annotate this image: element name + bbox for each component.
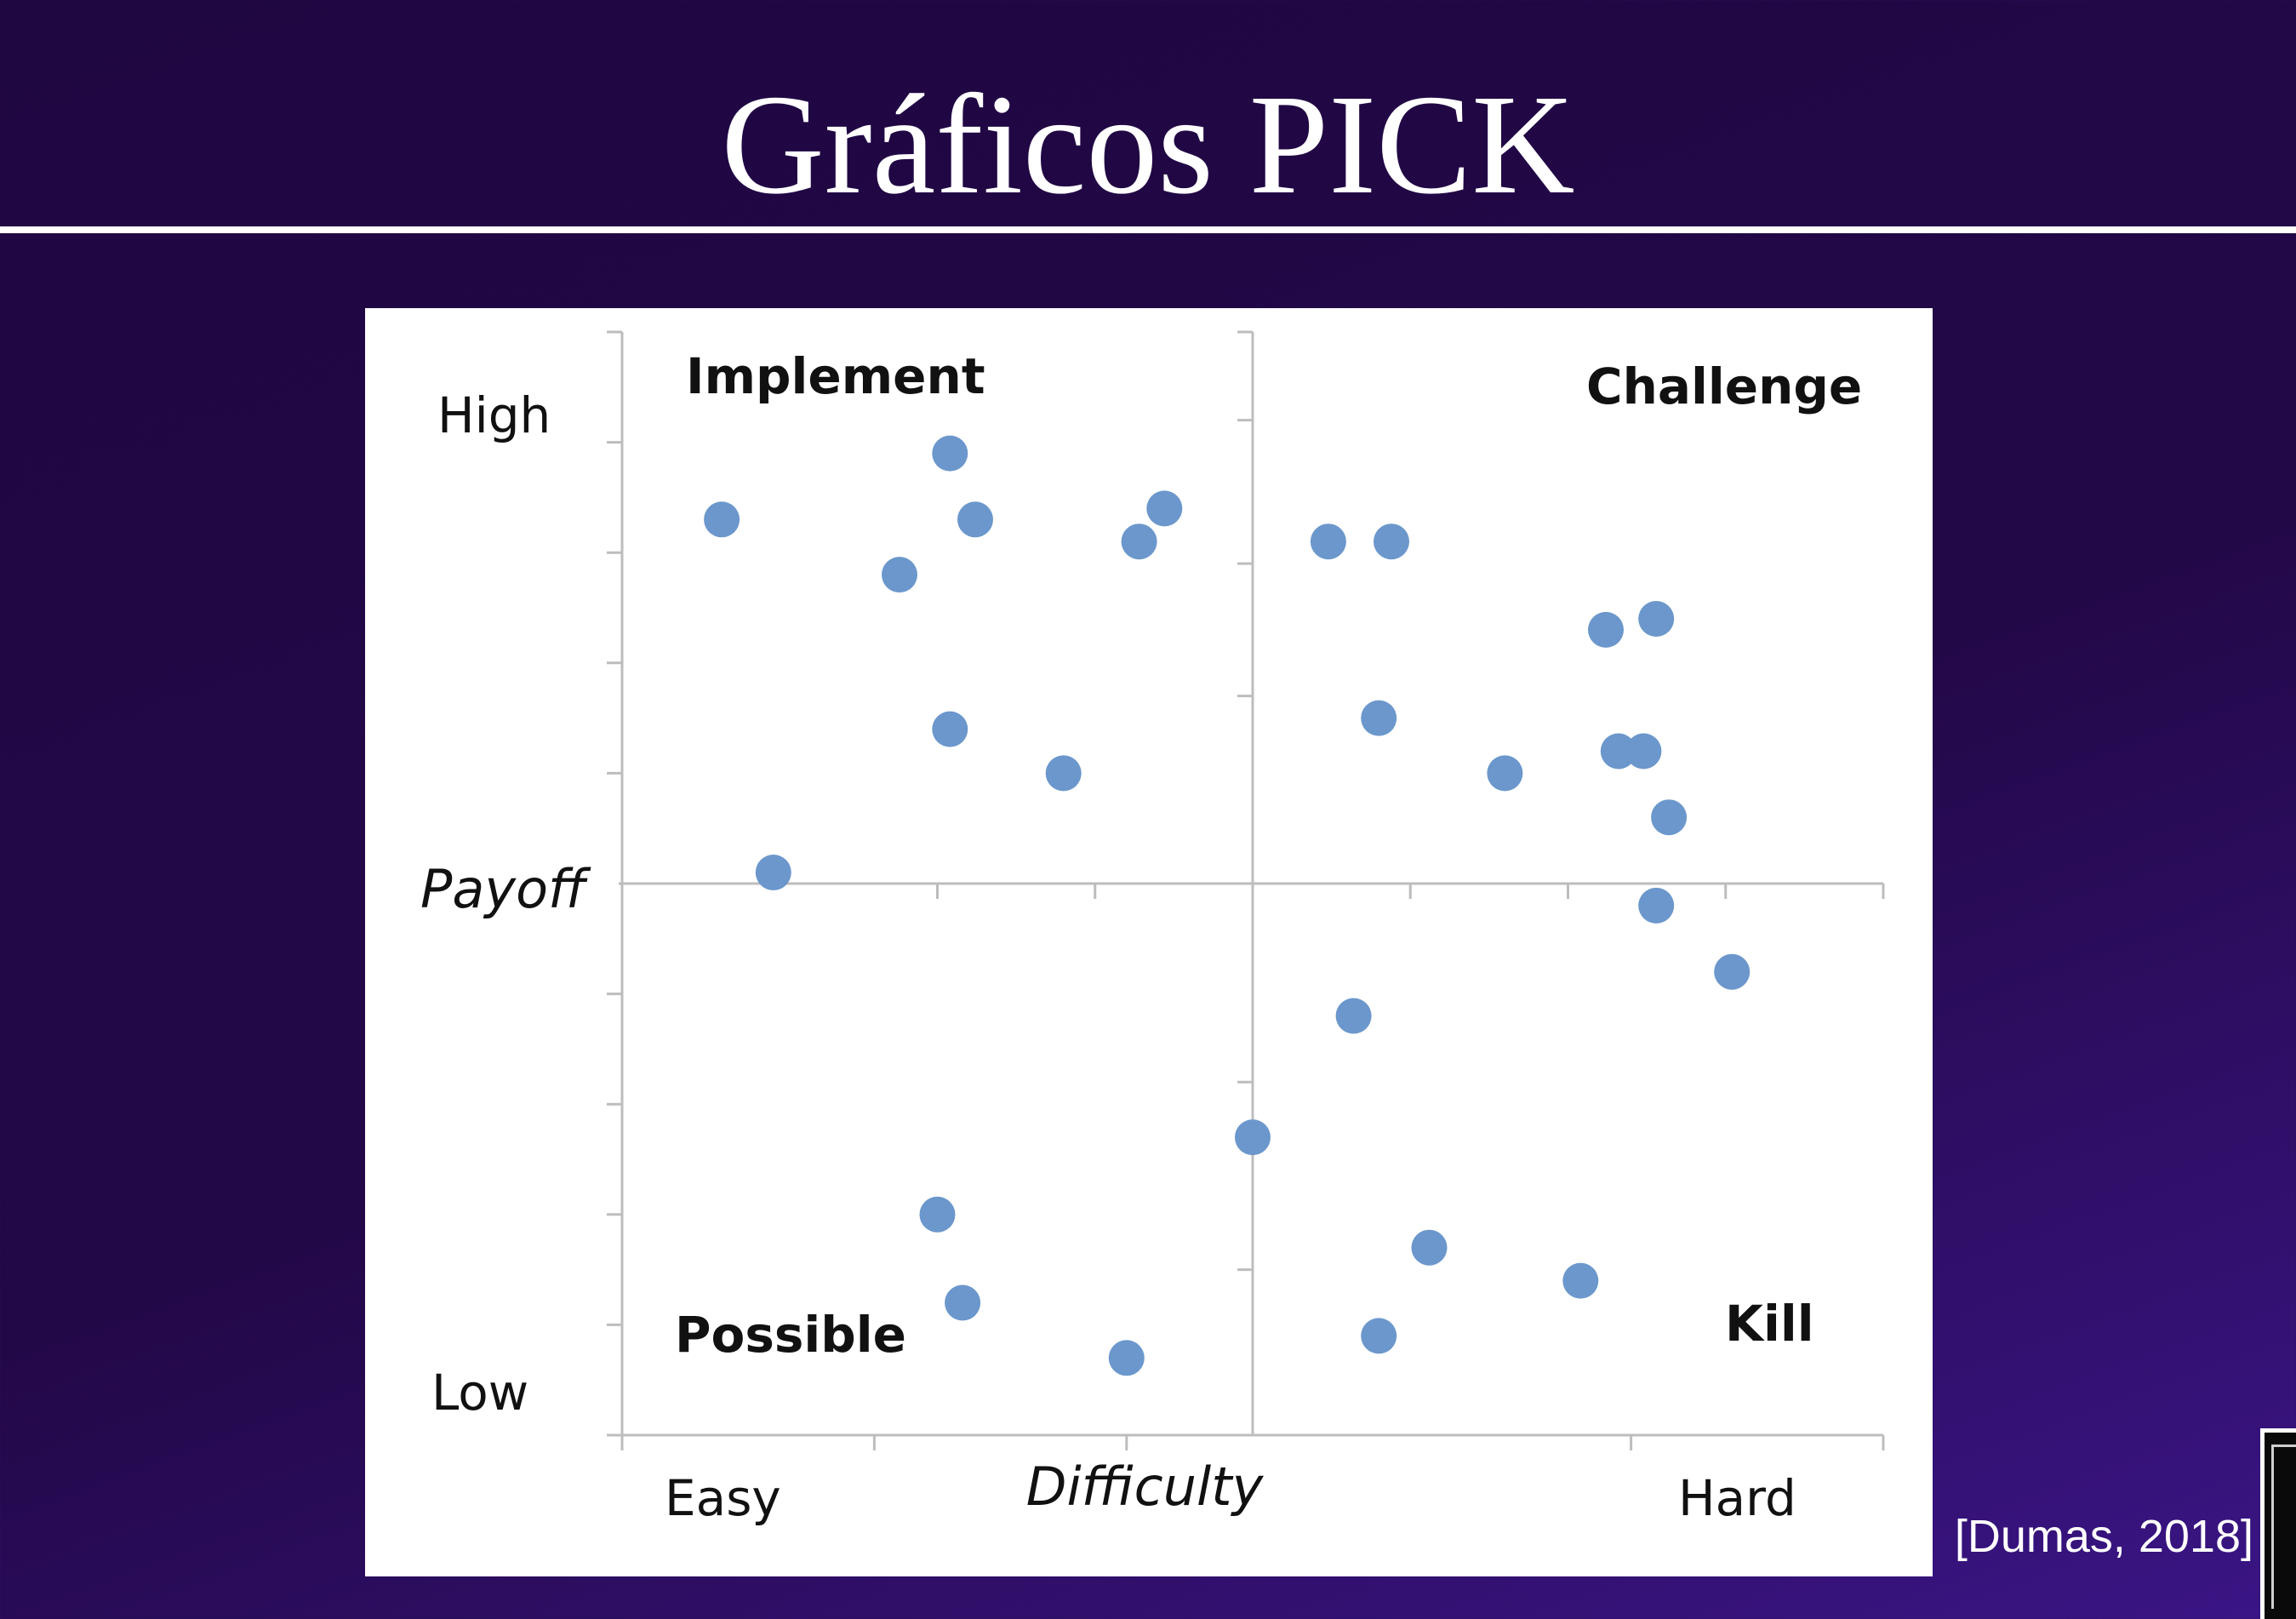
citation: [Dumas, 2018] [1954,1511,2253,1562]
data-point [1562,1262,1599,1299]
data-point [932,711,968,747]
data-point [1714,953,1751,990]
quadrant-label-implement: Implement [686,347,985,405]
data-point [1235,1119,1271,1156]
data-point [1310,523,1346,560]
data-point [755,855,791,890]
data-point [1638,887,1675,924]
chart-axes [607,330,1885,1450]
data-point [1108,1340,1145,1376]
data-point [1651,799,1688,836]
data-point [1374,523,1409,560]
data-point [1146,490,1183,527]
x-tick-label-hard: Hard [1678,1469,1796,1527]
title-divider [0,226,2296,233]
data-point [1045,755,1082,792]
quadrant-label-kill: Kill [1725,1295,1814,1353]
data-point [1487,755,1523,792]
chart-points [704,435,1751,1376]
data-point [704,501,740,538]
x-axis-title: Difficulty [1026,1456,1265,1518]
quadrant-label-challenge: Challenge [1586,358,1862,415]
data-point [932,435,968,472]
data-point [1625,733,1662,769]
quadrant-label-possible: Possible [675,1306,906,1364]
data-point [882,557,917,593]
y-tick-label-low: Low [431,1364,528,1422]
data-point [1588,611,1624,648]
data-point [1411,1229,1448,1266]
data-point [1361,1318,1397,1354]
pick-chart: Implement Challenge Possible Kill High L… [365,308,1933,1576]
data-point [1600,733,1636,769]
y-tick-label-high: High [437,386,551,444]
data-point [1638,601,1675,637]
x-tick-label-easy: Easy [665,1469,781,1527]
data-point [1335,998,1372,1034]
corner-thumbnail-frame [2271,1445,2296,1609]
corner-thumbnail[interactable] [2260,1428,2296,1619]
data-point [957,501,993,538]
pick-chart-svg: Implement Challenge Possible Kill High L… [420,330,1885,1527]
data-point [945,1284,981,1321]
data-point [1121,523,1157,560]
slide-title: Gráficos PICK [721,66,1575,224]
data-point [1361,700,1397,736]
data-point [919,1196,956,1233]
y-axis-title: Payoff [420,858,591,920]
